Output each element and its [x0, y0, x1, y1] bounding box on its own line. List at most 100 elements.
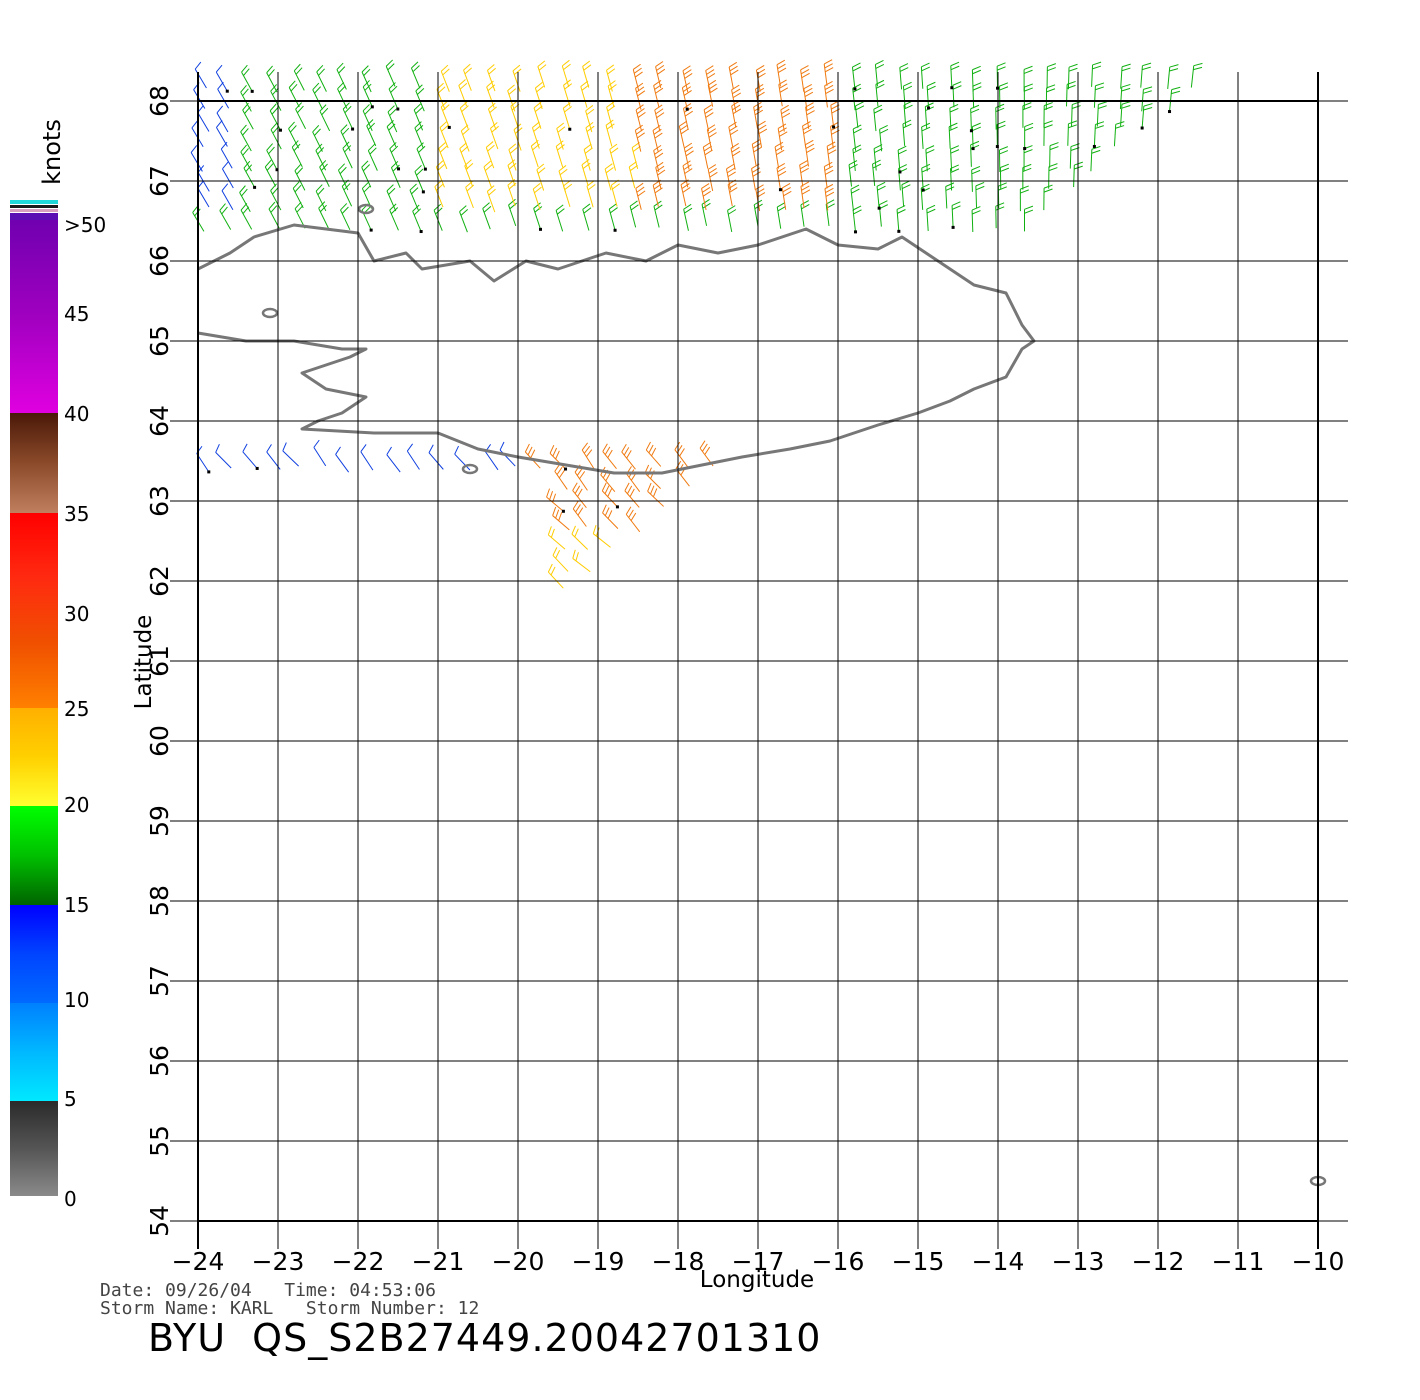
wind-barb-feather [778, 127, 787, 133]
x-tick-label: −22 [332, 1247, 385, 1276]
wind-barb-feather [879, 204, 888, 210]
rain-flag-dot [568, 127, 572, 131]
wind-barb-feather [707, 128, 717, 134]
wind-barb [485, 147, 495, 169]
wind-barb [605, 125, 613, 147]
wind-barb-feather [708, 168, 717, 174]
x-tick-label: −18 [652, 1247, 705, 1276]
wind-barb-feather [627, 485, 633, 494]
wind-barb-feather [290, 84, 298, 92]
wind-barb-feather [999, 146, 1009, 151]
wind-barb-feather [636, 128, 644, 135]
wind-barb-feather [683, 90, 692, 96]
rain-flag-dot [250, 89, 254, 93]
wind-barb-feather [270, 84, 277, 92]
plot-frame [197, 100, 1319, 1222]
wind-barb-feather [524, 443, 530, 453]
wind-barb [555, 210, 564, 232]
wind-barb-feather [802, 124, 812, 131]
wind-barb-feather [952, 205, 961, 210]
wind-barb-feather [951, 201, 961, 206]
wind-barb-feather [1121, 63, 1131, 68]
wind-barb-feather [1020, 185, 1029, 190]
wind-barb-feather [607, 510, 613, 519]
wind-barb-feather [781, 108, 790, 115]
wind-barb-feather [702, 443, 708, 452]
wind-barb-feather [634, 71, 643, 78]
wind-barb [412, 211, 422, 232]
wind-barb [592, 533, 611, 548]
wind-barb-feather [779, 131, 788, 137]
wind-barb-feather [581, 442, 588, 451]
wind-barb-feather [758, 124, 767, 131]
wind-barb [410, 67, 421, 89]
wind-barb-feather [873, 104, 883, 110]
wind-barb-feather [872, 159, 881, 165]
wind-barb-feather [779, 83, 788, 89]
wind-barb-feather [655, 61, 664, 68]
wind-barb-feather [266, 143, 273, 151]
wind-barb-feather [1091, 149, 1101, 154]
wind-barb-feather [637, 132, 645, 139]
wind-barb [312, 89, 323, 110]
wind-barb-feather [1095, 125, 1104, 129]
wind-barb-feather [921, 66, 931, 72]
wind-barb-feather [556, 466, 563, 475]
wind-barb-feather [1071, 105, 1081, 109]
wind-barb-feather [367, 143, 376, 151]
wind-barb-feather [1115, 121, 1125, 125]
wind-barb-feather [852, 124, 862, 130]
wind-barb-feather [972, 69, 982, 75]
rain-flag-dot [854, 230, 858, 234]
wind-barb-feather [782, 186, 791, 193]
wind-barb-feather [898, 149, 907, 155]
wind-barb-feather [604, 163, 613, 170]
wind-barb [1120, 66, 1123, 89]
x-tick-label: −11 [1212, 1247, 1265, 1276]
rain-flag-dot [278, 128, 282, 132]
wind-barb [342, 148, 353, 169]
wind-barb-feather [572, 482, 578, 491]
wind-barb [241, 71, 253, 92]
coastline-island [261, 307, 279, 319]
wind-barb-feather [699, 440, 706, 449]
wind-barb-feather [826, 203, 835, 209]
wind-barb-feather [751, 167, 761, 173]
wind-barb-feather [340, 124, 348, 132]
wind-barb-feather [825, 88, 834, 94]
wind-barb-feather [572, 500, 579, 510]
wind-barb-feather [705, 112, 714, 118]
wind-barb-feather [684, 73, 693, 79]
wind-barb-feather [389, 108, 397, 116]
wind-barb-feather [586, 108, 595, 116]
wind-barb [216, 112, 229, 133]
wind-barb-feather [972, 126, 981, 132]
wind-barb-feather [414, 165, 422, 172]
wind-barb [606, 107, 613, 129]
wind-barb-feather [1049, 146, 1059, 151]
wind-barb-feather [1048, 167, 1058, 172]
wind-barb-feather [704, 446, 711, 455]
wind-speed-legend: >50 45 40 35 30 25 20 15 10 5 0 [10, 200, 106, 1211]
wind-barb-feather [412, 204, 420, 212]
wind-barb-feather [483, 160, 492, 168]
wind-barb [242, 109, 254, 130]
legend-tick-label: 5 [64, 1087, 77, 1111]
wind-barb-feather [416, 142, 424, 150]
wind-barb-feather [950, 168, 960, 173]
wind-barb-feather [406, 443, 414, 452]
wind-barb-feather [572, 549, 576, 559]
wind-barb-feather [270, 205, 278, 213]
legend-tick-label: 25 [64, 697, 89, 721]
wind-barb-feather [454, 445, 459, 455]
legend-color-band [10, 905, 58, 1003]
wind-barb-feather [852, 87, 862, 93]
wind-barb [222, 168, 234, 189]
wind-barb [219, 210, 232, 230]
wind-barb [458, 85, 468, 107]
legend-color-band [10, 708, 58, 806]
wind-barb-feather [653, 128, 662, 135]
wind-barb-feather [296, 167, 304, 175]
wind-barb-feather [823, 59, 833, 65]
wind-barb [1093, 85, 1096, 108]
